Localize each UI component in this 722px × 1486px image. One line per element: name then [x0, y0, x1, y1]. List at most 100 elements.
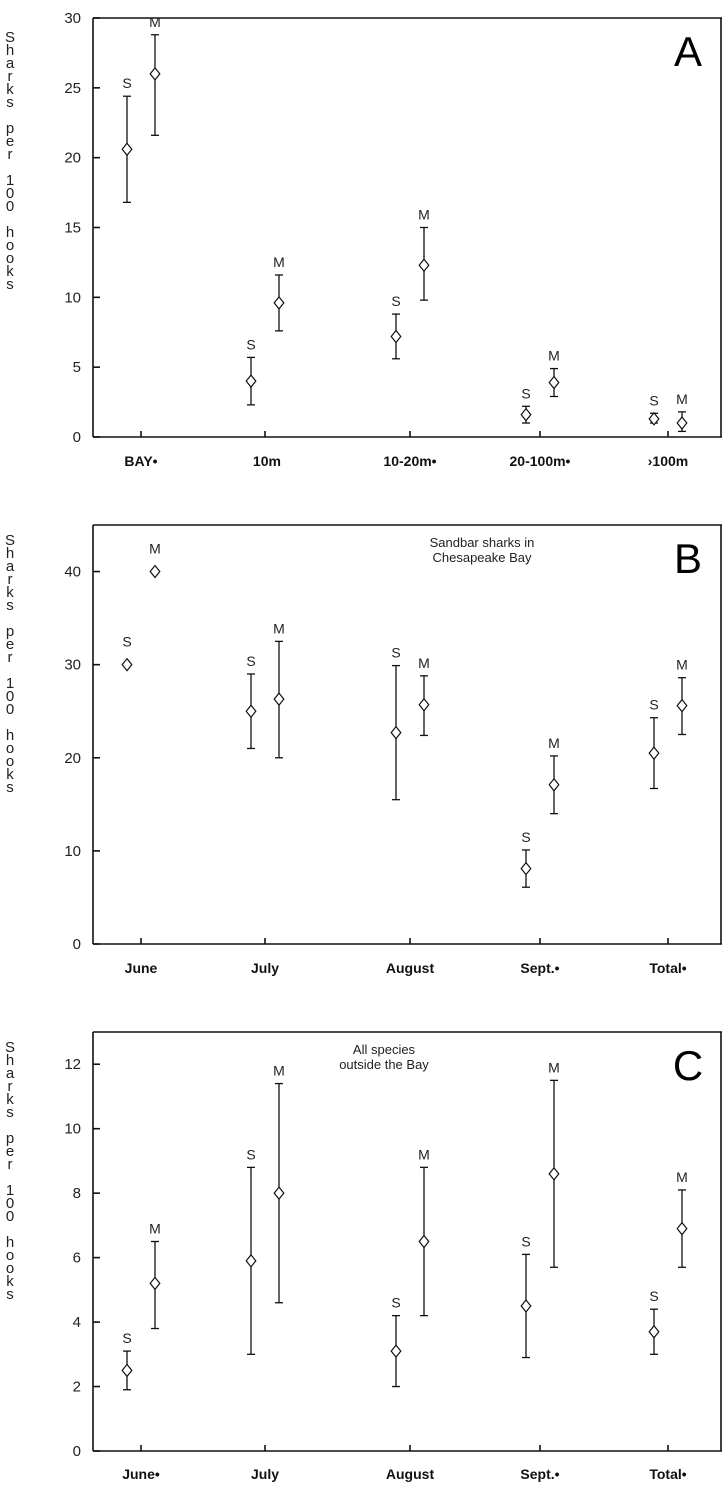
data-point-s	[520, 1299, 532, 1313]
series-label-s: S	[521, 829, 530, 845]
series-label-s: S	[391, 293, 400, 309]
y-axis-label-glyph: 0	[6, 185, 14, 202]
y-axis-label-glyph: s	[6, 779, 14, 796]
y-axis-label-glyph: s	[6, 276, 14, 293]
y-axis-label-glyph: s	[6, 1104, 14, 1121]
data-point-s	[520, 407, 532, 422]
series-label-m: M	[273, 254, 285, 270]
data-point-m	[418, 697, 430, 712]
y-axis-label-glyph: S	[5, 29, 15, 46]
x-tick-label: 10-20m•	[383, 453, 436, 469]
data-point-m	[273, 295, 285, 310]
y-tick-label: 12	[64, 1056, 81, 1073]
y-axis-label-glyph: h	[6, 42, 14, 59]
y-tick-label: 6	[73, 1250, 81, 1267]
y-axis-label-glyph: a	[6, 1065, 15, 1082]
data-point-s	[245, 704, 257, 719]
y-axis-label-glyph: 0	[6, 198, 14, 215]
x-tick-label: 10m	[249, 453, 281, 469]
data-point-m	[418, 258, 430, 273]
series-label-m: M	[676, 1169, 688, 1185]
y-axis-label-glyph: S	[5, 532, 15, 549]
y-tick-label: 0	[73, 936, 81, 953]
y-axis-label-glyph: r	[8, 649, 13, 666]
y-axis-label-glyph: p	[6, 623, 14, 640]
y-axis-label-glyph: k	[6, 766, 14, 783]
series-label-s: S	[246, 653, 255, 669]
data-point-m	[149, 66, 161, 81]
y-tick-label: 30	[64, 10, 81, 27]
y-axis-label-glyph: s	[6, 597, 14, 614]
panel-letter: A	[674, 28, 702, 75]
x-tick-label: Sept.•	[520, 960, 559, 976]
data-point-s	[520, 861, 532, 876]
series-label-s: S	[122, 634, 131, 650]
y-tick-label: 10	[64, 843, 81, 860]
series-label-m: M	[418, 207, 430, 223]
x-tick-label: Total•	[649, 1466, 686, 1482]
data-point-m	[273, 692, 285, 707]
x-tick-label: Sept.•	[520, 1466, 559, 1482]
y-tick-label: 25	[64, 80, 81, 97]
y-axis-label-glyph: 0	[6, 1208, 14, 1225]
data-point-s	[121, 1363, 133, 1378]
y-axis-label-glyph: k	[6, 263, 14, 280]
data-point-s	[245, 374, 257, 389]
y-axis-label-glyph: h	[6, 545, 14, 562]
y-axis-label-glyph: S	[5, 1039, 15, 1056]
y-tick-label: 5	[73, 359, 81, 376]
data-point-m	[548, 777, 560, 792]
y-axis-label-glyph: k	[6, 1273, 14, 1290]
annotation-text: Chesapeake Bay	[432, 550, 532, 565]
y-axis-label-glyph: h	[6, 224, 14, 241]
y-axis-label-glyph: s	[6, 1286, 14, 1303]
y-axis-label-glyph: 0	[6, 701, 14, 718]
x-tick-label: BAY•	[124, 453, 157, 469]
series-label-m: M	[149, 14, 161, 30]
y-axis-label-glyph: o	[6, 1260, 14, 1277]
data-point-m	[548, 1166, 560, 1181]
annotation-text: outside the Bay	[339, 1057, 429, 1072]
data-point-m	[149, 1276, 161, 1291]
panel-letter: C	[673, 1042, 703, 1089]
y-axis-label-glyph: 1	[6, 675, 14, 692]
x-tick-label: July	[251, 1466, 279, 1482]
x-tick-label: August	[386, 1466, 435, 1482]
series-label-s: S	[391, 1295, 400, 1311]
series-label-s: S	[521, 385, 530, 401]
series-label-m: M	[273, 620, 285, 636]
data-point-s	[390, 725, 402, 740]
y-axis-label-glyph: r	[8, 1078, 13, 1095]
series-label-m: M	[418, 1146, 430, 1162]
y-tick-label: 10	[64, 1121, 81, 1138]
x-tick-label: Total•	[649, 960, 686, 976]
annotation-text: Sandbar sharks in	[430, 535, 535, 550]
y-axis-label-glyph: 0	[6, 1195, 14, 1212]
y-axis-label-glyph: r	[8, 1156, 13, 1173]
y-axis-label-glyph: p	[6, 1130, 14, 1147]
y-axis-label-glyph: r	[8, 571, 13, 588]
data-point-m	[418, 1234, 430, 1249]
series-label-s: S	[649, 1288, 658, 1304]
y-tick-label: 4	[73, 1314, 81, 1331]
series-label-m: M	[548, 1059, 560, 1075]
y-axis-label-glyph: o	[6, 250, 14, 267]
data-point-s	[390, 329, 402, 344]
series-label-m: M	[149, 1221, 161, 1237]
x-tick-label: 20-100m•	[510, 453, 571, 469]
series-label-m: M	[548, 348, 560, 364]
y-tick-label: 2	[73, 1379, 81, 1396]
x-tick-label: June•	[122, 1466, 160, 1482]
data-point-m	[149, 564, 161, 579]
x-tick-label: June	[125, 960, 158, 976]
series-label-m: M	[418, 655, 430, 671]
series-label-s: S	[649, 392, 658, 408]
y-axis-label-glyph: e	[6, 133, 14, 150]
y-axis-label-glyph: h	[6, 1234, 14, 1251]
y-axis-label-glyph: 0	[6, 688, 14, 705]
data-point-s	[121, 142, 133, 157]
y-tick-label: 30	[64, 657, 81, 674]
